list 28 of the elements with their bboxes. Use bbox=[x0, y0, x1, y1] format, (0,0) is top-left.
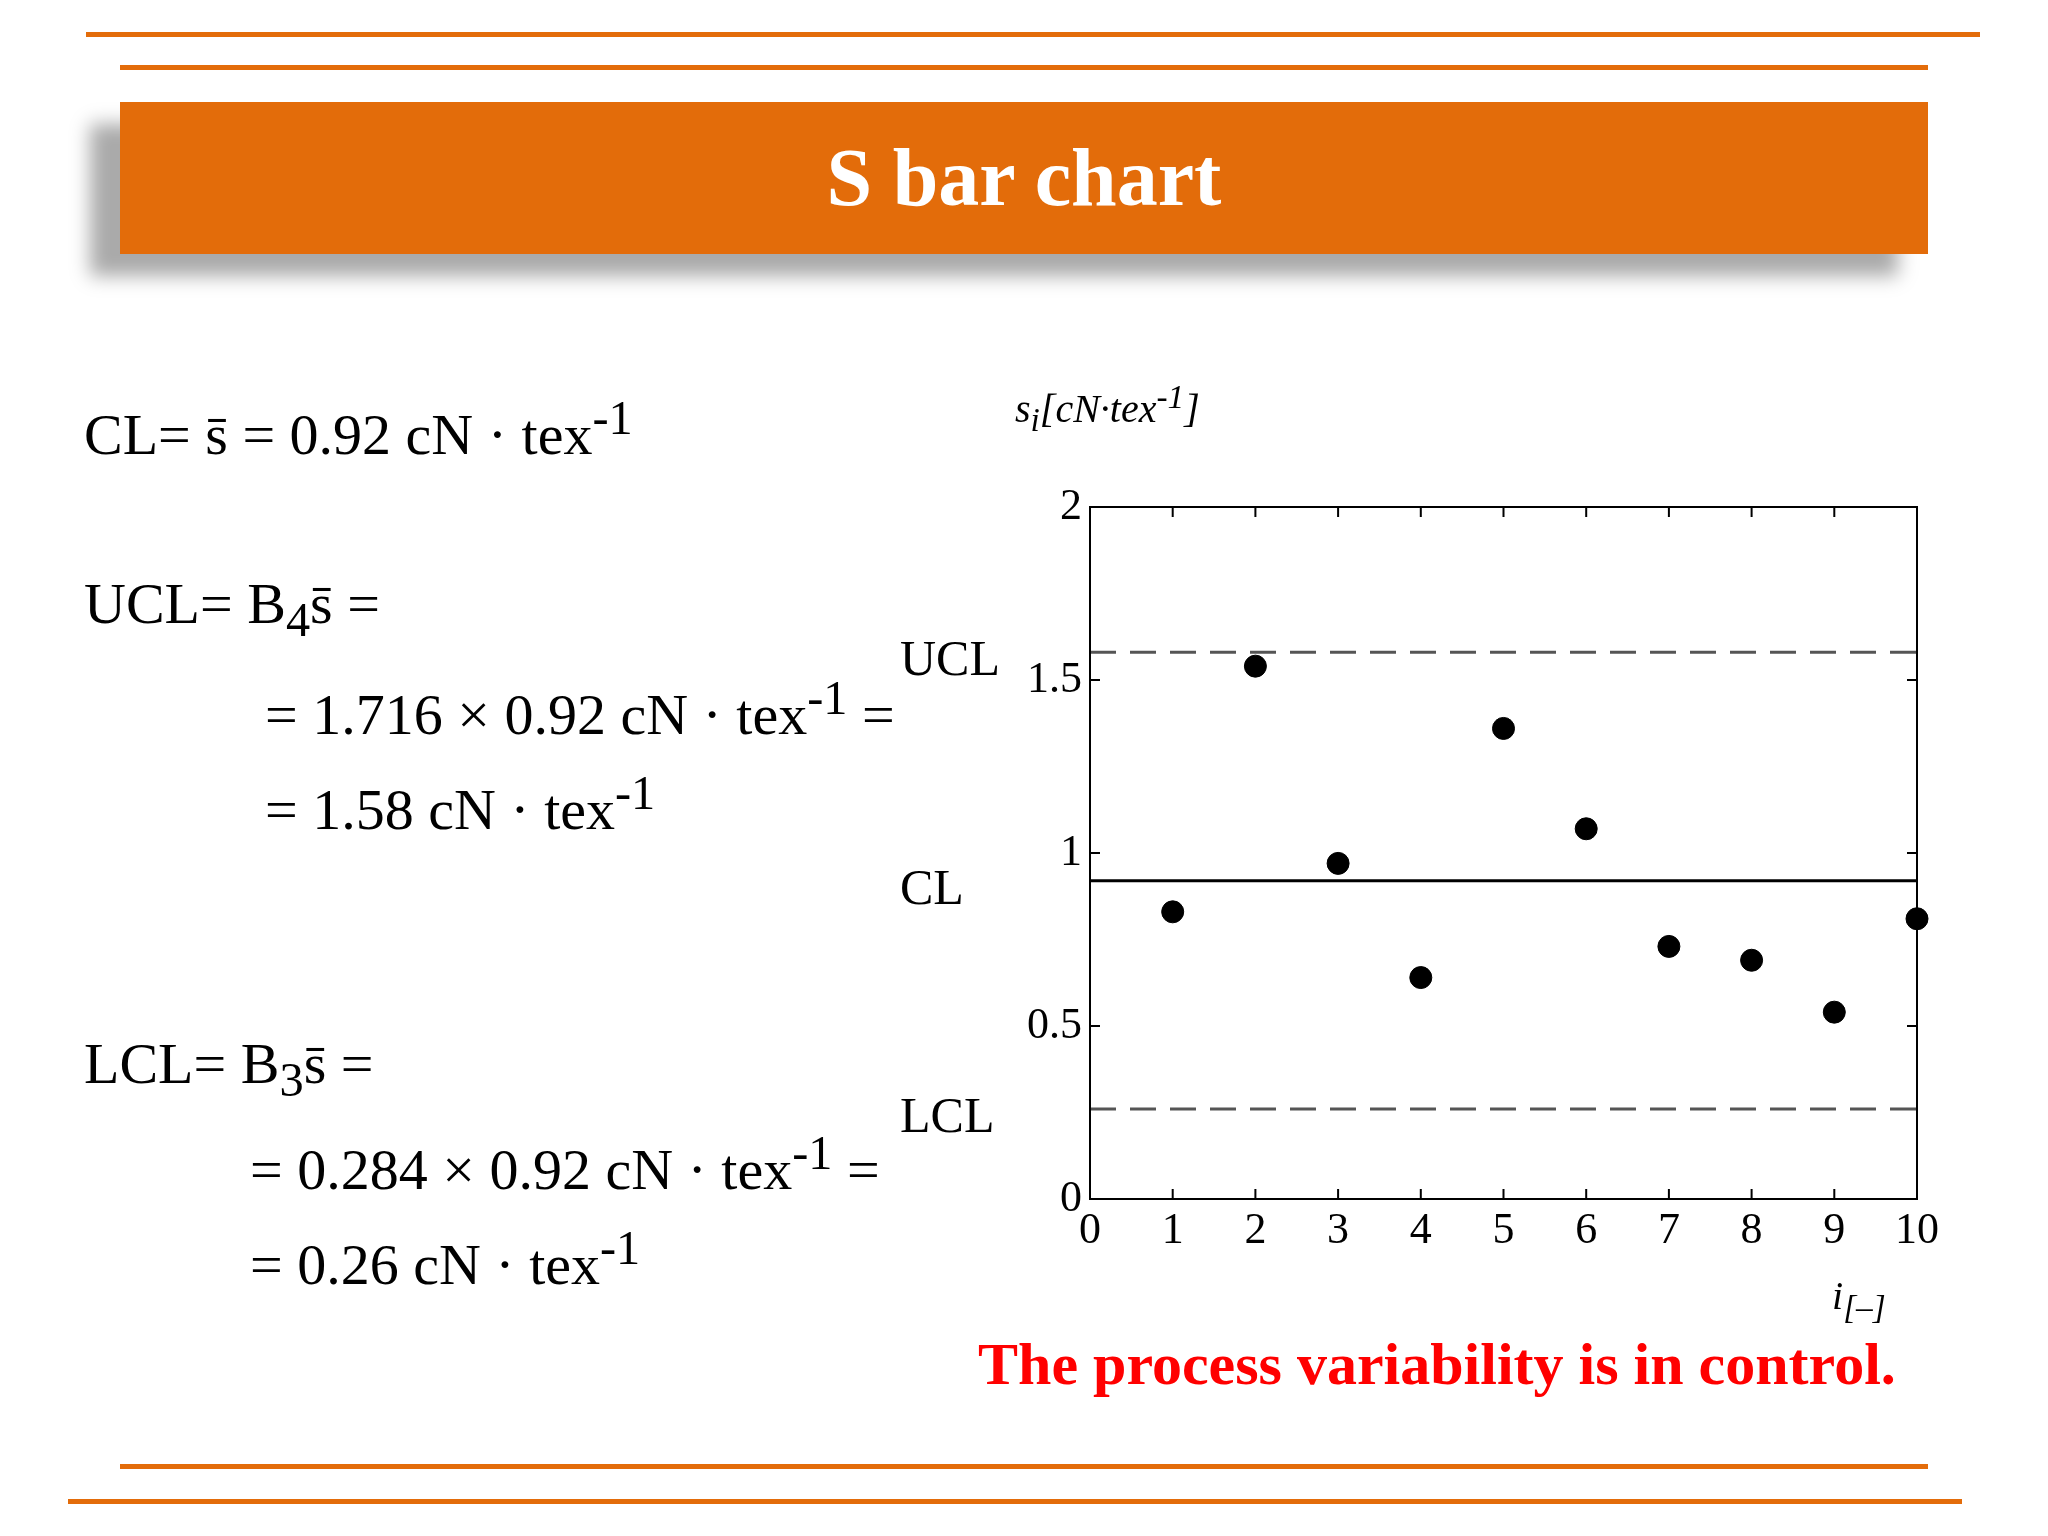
x-tick-label: 5 bbox=[1492, 1203, 1515, 1253]
text: = 1.58 cN · tex$^{-1}$ bbox=[265, 765, 656, 844]
x-tick-label: 2 bbox=[1244, 1203, 1267, 1253]
y-tick-label: 0.5 bbox=[1027, 998, 1082, 1048]
y-tick-label: 0 bbox=[1060, 1171, 1082, 1221]
text: = 1.716 × 0.92 cN · tex$^{-1}$ = bbox=[265, 670, 895, 749]
text: = 0.26 cN · tex$^{-1}$ bbox=[250, 1220, 641, 1299]
x-tick-label: 10 bbox=[1895, 1203, 1939, 1253]
x-tick-label: 3 bbox=[1327, 1203, 1350, 1253]
text: LCL= B$_{3}$s̄ = bbox=[84, 1030, 374, 1107]
ref-line-label: LCL bbox=[900, 1087, 995, 1144]
x-tick-label: 6 bbox=[1575, 1203, 1598, 1253]
y-tick-label: 1.5 bbox=[1027, 652, 1082, 702]
text: CL= s̄ = 0.92 cN · tex$^{-1}$ bbox=[84, 390, 633, 469]
x-tick-label: 9 bbox=[1823, 1203, 1846, 1253]
ref-line-label: UCL bbox=[900, 630, 1000, 687]
y-tick-label: 1 bbox=[1060, 825, 1082, 875]
x-tick-label: 4 bbox=[1409, 1203, 1432, 1253]
text: UCL= B$_{4}$s̄ = bbox=[84, 570, 380, 647]
text: The process variability is in control. bbox=[978, 1330, 1896, 1399]
ref-line-label: CL bbox=[900, 858, 964, 915]
x-tick-label: 7 bbox=[1657, 1203, 1680, 1253]
x-axis-title: i$_{[–]}$ bbox=[1832, 1272, 1886, 1326]
y-axis-title: s$_{i}$[cN·tex$^{-1}$] bbox=[1015, 378, 1200, 440]
text: = 0.284 × 0.92 cN · tex$^{-1}$ = bbox=[250, 1125, 880, 1204]
x-tick-label: 8 bbox=[1740, 1203, 1763, 1253]
y-tick-label: 2 bbox=[1060, 479, 1082, 529]
x-tick-label: 1 bbox=[1161, 1203, 1184, 1253]
